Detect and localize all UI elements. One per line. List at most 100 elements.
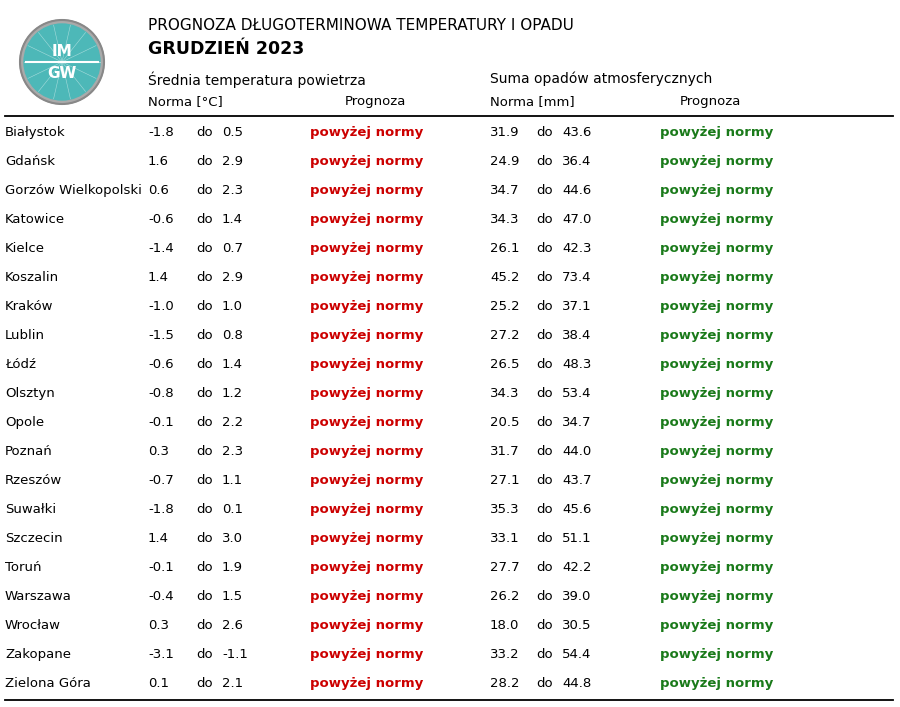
Text: do: do xyxy=(536,416,553,429)
Text: powyżej normy: powyżej normy xyxy=(310,532,423,545)
Text: do: do xyxy=(536,358,553,371)
Text: -0.4: -0.4 xyxy=(148,590,174,603)
Text: 1.1: 1.1 xyxy=(222,474,243,487)
Text: 45.6: 45.6 xyxy=(562,503,591,516)
Text: 1.2: 1.2 xyxy=(222,387,243,400)
Text: do: do xyxy=(196,242,212,255)
Text: powyżej normy: powyżej normy xyxy=(310,619,423,632)
Text: powyżej normy: powyżej normy xyxy=(310,590,423,603)
Text: powyżej normy: powyżej normy xyxy=(660,561,773,574)
Text: 27.1: 27.1 xyxy=(490,474,519,487)
Text: Suwałki: Suwałki xyxy=(5,503,56,516)
Text: powyżej normy: powyżej normy xyxy=(660,590,773,603)
Text: powyżej normy: powyżej normy xyxy=(660,213,773,226)
Text: powyżej normy: powyżej normy xyxy=(660,184,773,197)
Text: do: do xyxy=(196,300,212,313)
Text: 26.2: 26.2 xyxy=(490,590,519,603)
Text: -3.1: -3.1 xyxy=(148,648,174,661)
Text: 1.4: 1.4 xyxy=(148,271,169,284)
Text: -1.0: -1.0 xyxy=(148,300,174,313)
Text: GRUDZIEŃ 2023: GRUDZIEŃ 2023 xyxy=(148,40,304,58)
Text: Wrocław: Wrocław xyxy=(5,619,61,632)
Text: powyżej normy: powyżej normy xyxy=(660,329,773,342)
Text: Suma opadów atmosferycznych: Suma opadów atmosferycznych xyxy=(490,72,712,86)
Text: do: do xyxy=(536,532,553,545)
Text: 24.9: 24.9 xyxy=(490,155,519,168)
Text: Opole: Opole xyxy=(5,416,44,429)
Text: 30.5: 30.5 xyxy=(562,619,591,632)
Text: do: do xyxy=(196,213,212,226)
Text: powyżej normy: powyżej normy xyxy=(310,648,423,661)
Text: Szczecin: Szczecin xyxy=(5,532,63,545)
Text: 2.2: 2.2 xyxy=(222,416,243,429)
Text: Gdańsk: Gdańsk xyxy=(5,155,55,168)
Text: do: do xyxy=(536,242,553,255)
Text: do: do xyxy=(196,445,212,458)
Text: do: do xyxy=(196,358,212,371)
Text: 53.4: 53.4 xyxy=(562,387,591,400)
Text: Białystok: Białystok xyxy=(5,126,66,139)
Text: do: do xyxy=(196,619,212,632)
Text: 44.8: 44.8 xyxy=(562,677,591,690)
Text: 38.4: 38.4 xyxy=(562,329,591,342)
Text: Gorzów Wielkopolski: Gorzów Wielkopolski xyxy=(5,184,142,197)
Text: do: do xyxy=(536,590,553,603)
Text: powyżej normy: powyżej normy xyxy=(310,503,423,516)
Text: 20.5: 20.5 xyxy=(490,416,519,429)
Text: 34.7: 34.7 xyxy=(562,416,591,429)
Text: 33.2: 33.2 xyxy=(490,648,519,661)
Text: Olsztyn: Olsztyn xyxy=(5,387,55,400)
Text: powyżej normy: powyżej normy xyxy=(660,503,773,516)
Text: 42.2: 42.2 xyxy=(562,561,591,574)
Text: 2.9: 2.9 xyxy=(222,155,243,168)
Text: do: do xyxy=(536,184,553,197)
Text: 25.2: 25.2 xyxy=(490,300,519,313)
Text: -1.5: -1.5 xyxy=(148,329,174,342)
Text: 51.1: 51.1 xyxy=(562,532,591,545)
Text: do: do xyxy=(536,155,553,168)
Text: do: do xyxy=(536,271,553,284)
Text: powyżej normy: powyżej normy xyxy=(310,329,423,342)
Text: powyżej normy: powyżej normy xyxy=(310,445,423,458)
Text: do: do xyxy=(196,155,212,168)
Text: Norma [°C]: Norma [°C] xyxy=(148,95,223,108)
Text: GW: GW xyxy=(48,66,76,81)
Text: IM: IM xyxy=(51,45,72,59)
Text: 45.2: 45.2 xyxy=(490,271,519,284)
Text: do: do xyxy=(536,445,553,458)
Text: -0.8: -0.8 xyxy=(148,387,174,400)
Text: Kielce: Kielce xyxy=(5,242,45,255)
Text: powyżej normy: powyżej normy xyxy=(660,474,773,487)
Text: 39.0: 39.0 xyxy=(562,590,591,603)
Text: -0.7: -0.7 xyxy=(148,474,174,487)
Text: PROGNOZA DŁUGOTERMINOWA TEMPERATURY I OPADU: PROGNOZA DŁUGOTERMINOWA TEMPERATURY I OP… xyxy=(148,18,574,33)
Text: 0.5: 0.5 xyxy=(222,126,243,139)
Text: powyżej normy: powyżej normy xyxy=(310,184,423,197)
Text: powyżej normy: powyżej normy xyxy=(660,648,773,661)
Text: Łódź: Łódź xyxy=(5,358,36,371)
Text: Prognoza: Prognoza xyxy=(345,95,407,108)
Text: 2.6: 2.6 xyxy=(222,619,243,632)
Text: 34.3: 34.3 xyxy=(490,213,519,226)
Text: 44.6: 44.6 xyxy=(562,184,591,197)
Text: -1.4: -1.4 xyxy=(148,242,174,255)
Text: Poznań: Poznań xyxy=(5,445,53,458)
Text: -0.1: -0.1 xyxy=(148,416,174,429)
Text: powyżej normy: powyżej normy xyxy=(310,271,423,284)
Text: do: do xyxy=(536,126,553,139)
Text: 1.9: 1.9 xyxy=(222,561,243,574)
Text: do: do xyxy=(196,503,212,516)
Text: Kraków: Kraków xyxy=(5,300,53,313)
Text: do: do xyxy=(196,590,212,603)
Text: 31.9: 31.9 xyxy=(490,126,519,139)
Text: Rzeszów: Rzeszów xyxy=(5,474,62,487)
Text: 54.4: 54.4 xyxy=(562,648,591,661)
Text: Katowice: Katowice xyxy=(5,213,65,226)
Text: do: do xyxy=(536,213,553,226)
Text: 34.7: 34.7 xyxy=(490,184,519,197)
Text: powyżej normy: powyżej normy xyxy=(660,242,773,255)
Text: do: do xyxy=(196,184,212,197)
Text: 37.1: 37.1 xyxy=(562,300,591,313)
Text: 2.1: 2.1 xyxy=(222,677,243,690)
Text: 42.3: 42.3 xyxy=(562,242,591,255)
